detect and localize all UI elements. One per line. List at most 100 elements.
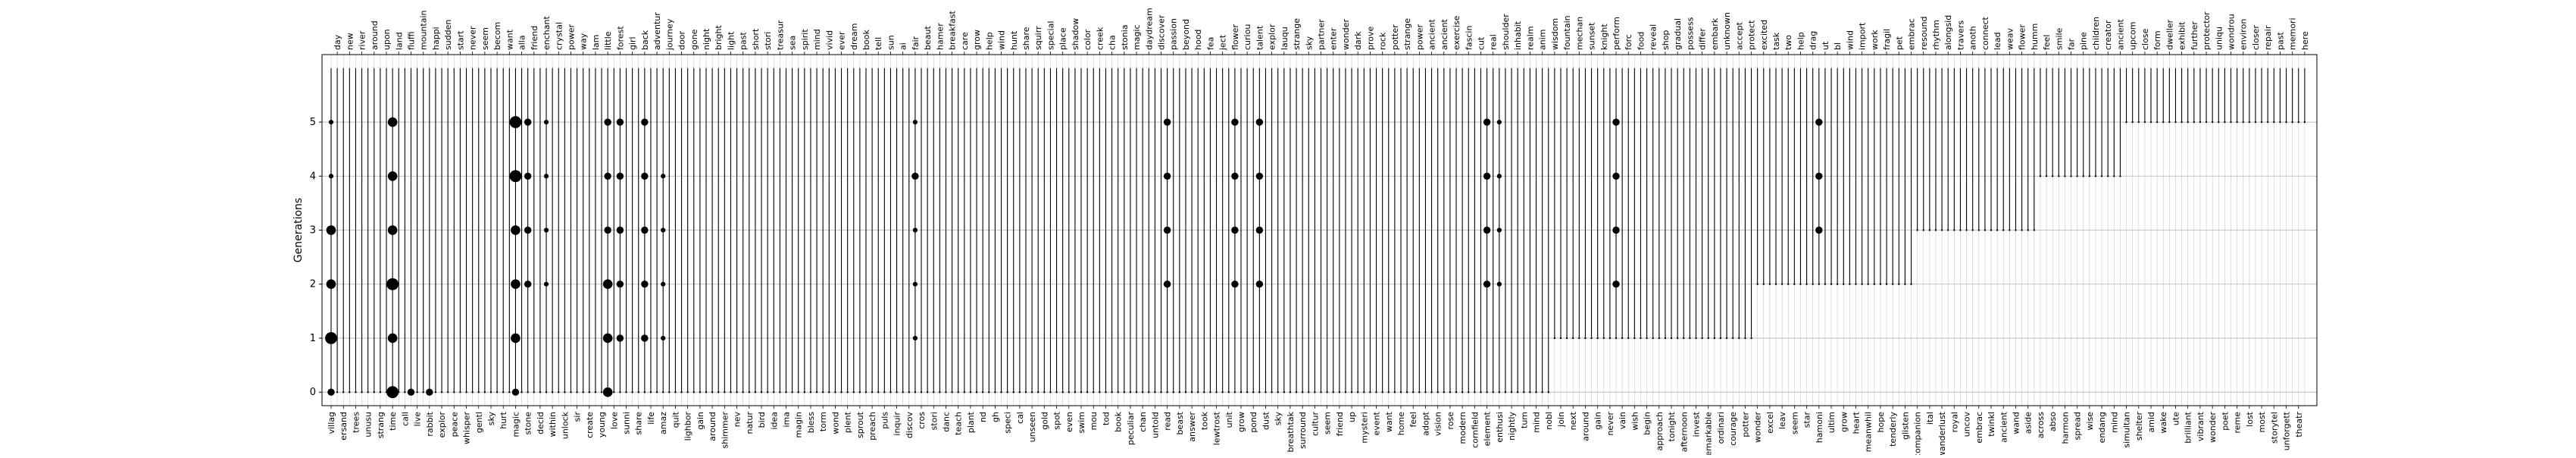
word-start-point xyxy=(1670,337,1673,340)
x-top-label: little xyxy=(603,31,613,50)
data-point xyxy=(328,174,334,179)
word-start-point xyxy=(1565,337,1568,340)
y-axis-ticks: 0 1 2 3 4 5 xyxy=(310,117,322,398)
word-start-point xyxy=(1012,391,1014,394)
word-start-point xyxy=(981,391,984,394)
x-bottom-label: young xyxy=(597,412,607,438)
x-bottom-label: royal xyxy=(1949,412,1959,432)
data-point xyxy=(602,387,613,397)
x-top-label: dweller xyxy=(2165,19,2174,50)
word-start-point xyxy=(533,391,535,394)
y-tick-label: 4 xyxy=(310,171,316,182)
word-start-point xyxy=(1356,391,1359,394)
y-tick-label: 0 xyxy=(310,387,316,398)
x-bottom-label: gain xyxy=(696,412,705,430)
x-top-label: night xyxy=(702,28,711,50)
x-bottom-label: share xyxy=(634,412,644,435)
word-start-point xyxy=(1289,391,1292,394)
data-point xyxy=(426,388,433,396)
word-start-point xyxy=(613,391,615,394)
x-bottom-label: nev xyxy=(733,412,742,428)
word-start-point xyxy=(821,391,824,394)
x-bottom-label: vibrant xyxy=(2196,411,2206,441)
word-start-point xyxy=(773,391,775,394)
data-point xyxy=(1612,281,1620,288)
x-bottom-label: plant xyxy=(966,411,976,433)
word-start-point xyxy=(1676,337,1679,340)
x-top-label: ancient xyxy=(1427,18,1437,50)
word-start-point xyxy=(1602,337,1605,340)
word-start-point xyxy=(1780,283,1784,285)
word-start-point xyxy=(1381,391,1383,394)
x-bottom-label: around xyxy=(1580,412,1590,441)
word-start-point xyxy=(724,391,726,394)
data-point xyxy=(661,335,666,341)
word-start-point xyxy=(1424,391,1427,394)
x-bottom-label: mind xyxy=(2109,412,2119,433)
x-bottom-label: stori xyxy=(929,412,939,430)
word-start-point xyxy=(1830,283,1833,285)
word-start-point xyxy=(355,391,357,394)
word-start-point xyxy=(2242,121,2244,124)
word-start-point xyxy=(1731,337,1734,340)
word-start-point xyxy=(896,391,898,394)
word-start-point xyxy=(1399,391,1402,394)
word-start-point xyxy=(1375,391,1377,394)
word-start-point xyxy=(1855,283,1857,285)
data-point xyxy=(641,334,649,342)
x-bottom-label: uncov xyxy=(1962,412,1972,438)
word-start-point xyxy=(809,391,812,394)
word-start-point xyxy=(1006,391,1008,394)
word-start-point xyxy=(1240,391,1243,394)
x-top-label: knight xyxy=(1599,24,1609,50)
word-start-point xyxy=(1492,391,1494,394)
word-start-point xyxy=(2131,121,2134,124)
word-start-point xyxy=(662,391,664,394)
data-point xyxy=(1255,281,1264,288)
y-axis-label: Generations xyxy=(292,198,305,262)
word-start-point xyxy=(1990,229,1993,231)
x-bottom-label: decid xyxy=(536,412,546,434)
x-top-label: environ xyxy=(2239,19,2249,50)
word-start-point xyxy=(2236,121,2238,124)
x-bottom-label: never xyxy=(1605,412,1615,436)
x-top-label: work xyxy=(1870,30,1880,50)
data-point xyxy=(543,174,549,179)
word-start-point xyxy=(2230,121,2232,124)
x-top-label: close xyxy=(2140,28,2150,50)
word-start-point xyxy=(2168,121,2171,124)
x-top-label: fair xyxy=(911,36,921,50)
word-start-point xyxy=(625,391,627,394)
data-point xyxy=(387,225,398,235)
word-start-point xyxy=(1430,391,1433,394)
x-bottom-label: harmon xyxy=(2060,412,2070,444)
x-top-label: beaut xyxy=(923,26,933,50)
x-top-label: dream xyxy=(849,24,859,51)
x-bottom-label: mysteri xyxy=(1359,412,1369,444)
word-start-point xyxy=(1117,391,1119,394)
x-bottom-label: element xyxy=(1483,411,1493,446)
word-start-point xyxy=(1885,283,1888,285)
data-point xyxy=(1815,226,1823,234)
word-start-point xyxy=(1332,391,1334,394)
word-start-point xyxy=(1640,337,1642,340)
word-start-point xyxy=(1166,391,1168,394)
word-start-point xyxy=(336,391,339,394)
word-start-point xyxy=(1984,229,1987,231)
x-bottom-label: hurt xyxy=(499,411,508,428)
word-start-point xyxy=(1449,391,1452,394)
word-start-point xyxy=(914,391,917,394)
word-start-point xyxy=(1350,391,1353,394)
x-top-label: upon xyxy=(382,29,392,50)
word-start-point xyxy=(471,391,474,394)
word-start-point xyxy=(1891,283,1894,285)
x-bottom-label: wond xyxy=(830,412,840,434)
x-top-label: adventur xyxy=(652,12,662,50)
x-bottom-label: wanderlust xyxy=(1937,411,1947,455)
x-bottom-label: twinkl xyxy=(1987,412,1996,437)
x-bottom-label: tod xyxy=(1101,412,1111,425)
word-start-point xyxy=(367,391,369,394)
x-top-label: protector xyxy=(2202,11,2212,50)
x-top-label: curiou xyxy=(1243,24,1252,50)
